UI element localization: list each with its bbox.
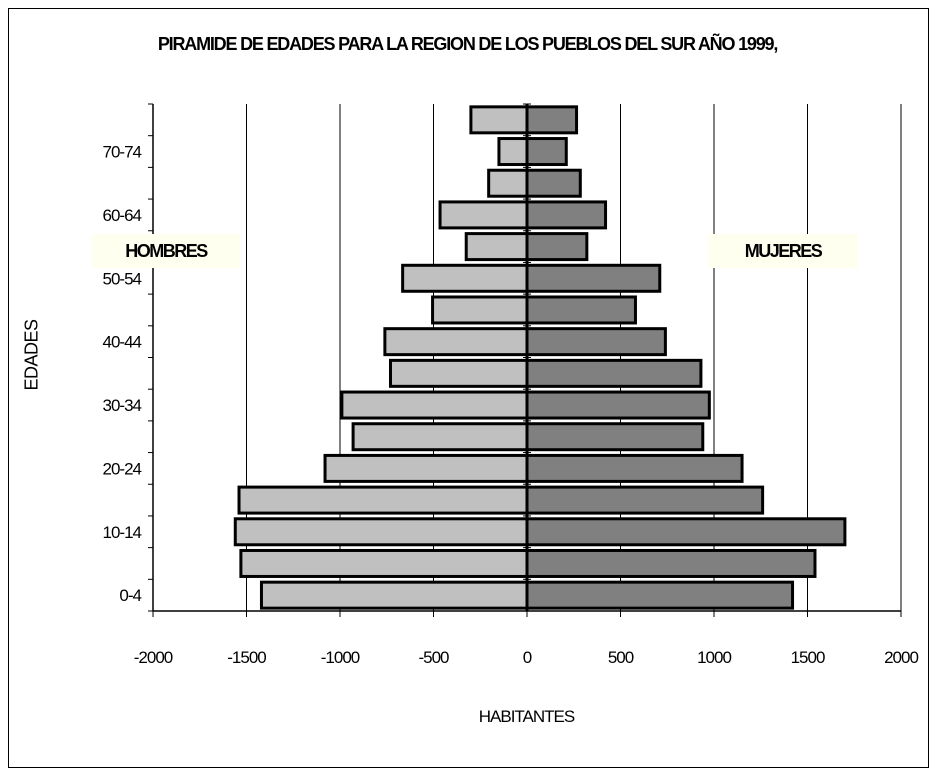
- y-tick-label: 40-44: [103, 333, 142, 352]
- bar-hombres-30-34: [340, 390, 529, 420]
- bar-mujeres-25-29: [525, 422, 705, 452]
- y-tick-label: 60-64: [103, 206, 142, 225]
- x-tick-label: 1500: [791, 648, 825, 667]
- bar-hombres-60-64: [438, 200, 529, 230]
- bar-mujeres-5-9: [525, 548, 817, 578]
- bar-mujeres-30-34: [525, 390, 711, 420]
- bar-hombres-55-59: [464, 232, 529, 262]
- y-tick-label: 50-54: [103, 269, 142, 288]
- bar-mujeres-20-24: [525, 453, 744, 483]
- y-tick-label: 20-24: [103, 459, 142, 478]
- y-tick-label: 70-74: [103, 143, 142, 162]
- legend-mujeres: MUJERES: [708, 234, 858, 268]
- bar-hombres-20-24: [323, 453, 529, 483]
- bar-hombres-25-29: [351, 422, 529, 452]
- x-tick-label: -2000: [134, 648, 173, 667]
- bar-hombres-0-4: [259, 580, 529, 610]
- chart-title: PIRAMIDE DE EDADES PARA LA REGION DE LOS…: [157, 34, 778, 54]
- y-tick-label: 30-34: [103, 396, 142, 415]
- bar-mujeres-65-69: [525, 168, 582, 198]
- legend-hombres: HOMBRES: [92, 234, 240, 268]
- bar-mujeres-60-64: [525, 200, 608, 230]
- bar-hombres-5-9: [239, 548, 529, 578]
- x-axis-label: HABITANTES: [478, 707, 575, 726]
- bar-hombres-10-14: [233, 517, 529, 547]
- bar-mujeres-45-49: [525, 295, 637, 325]
- bar-mujeres-70-74: [525, 137, 568, 167]
- bar-mujeres-55-59: [525, 232, 589, 262]
- bar-hombres-15-19: [237, 485, 529, 515]
- bar-hombres-50-54: [401, 263, 529, 293]
- bar-hombres-75+: [469, 105, 529, 135]
- x-tick-label: 0: [523, 648, 532, 667]
- x-tick-label: -500: [418, 648, 449, 667]
- bar-mujeres-35-39: [525, 358, 703, 388]
- x-tick-label: -1500: [227, 648, 266, 667]
- x-tick-label: 1000: [697, 648, 731, 667]
- bar-hombres-45-49: [431, 295, 529, 325]
- bar-mujeres-75+: [525, 105, 579, 135]
- bar-mujeres-15-19: [525, 485, 765, 515]
- bar-mujeres-40-44: [525, 327, 667, 357]
- bar-hombres-40-44: [383, 327, 529, 357]
- x-tick-label: -1000: [321, 648, 360, 667]
- y-tick-label: 0-4: [119, 586, 141, 605]
- y-tick-label: 10-14: [103, 523, 142, 542]
- bar-mujeres-50-54: [525, 263, 662, 293]
- x-tick-label: 500: [608, 648, 634, 667]
- bar-mujeres-10-14: [525, 517, 847, 547]
- x-tick-label: 2000: [884, 648, 918, 667]
- bar-hombres-35-39: [388, 358, 529, 388]
- bar-mujeres-0-4: [525, 580, 795, 610]
- bar-hombres-70-74: [497, 137, 529, 167]
- bar-hombres-65-69: [487, 168, 529, 198]
- pyramid-plot: 0-4 10-14 20-24 30-34 40-44 50-54 60-64 70-74 -2…: [103, 103, 919, 667]
